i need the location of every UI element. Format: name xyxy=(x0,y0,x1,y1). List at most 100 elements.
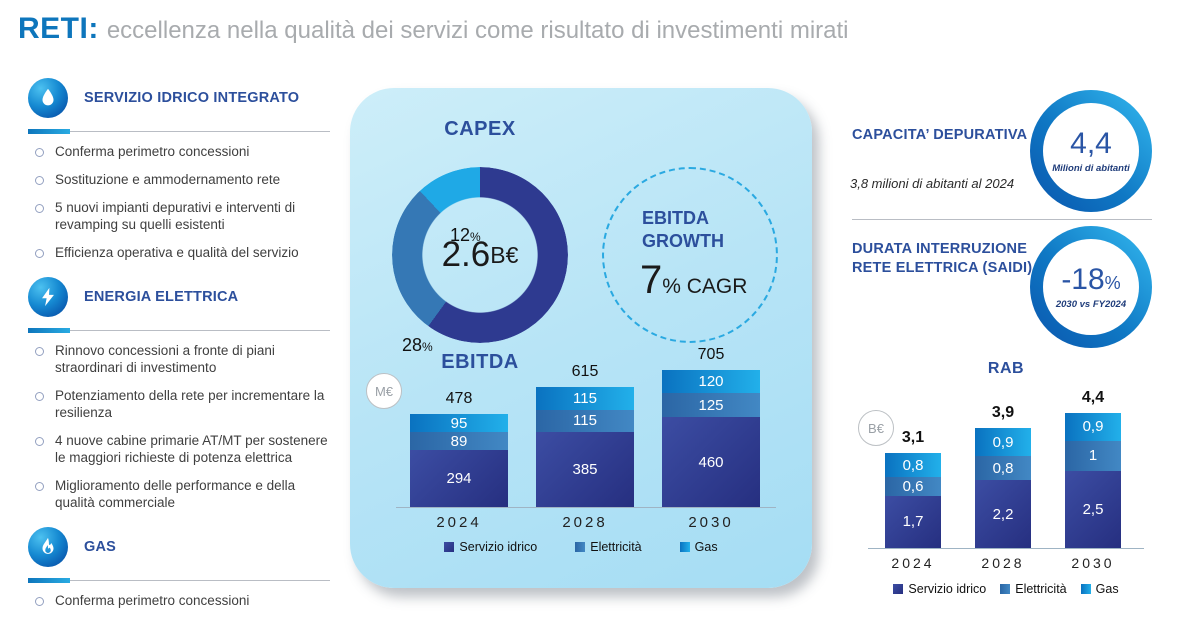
bar-segment-gas: 115 xyxy=(536,387,634,410)
section-title: ENERGIA ELETTRICA xyxy=(84,288,239,305)
bar-total-2028: 615 xyxy=(571,363,599,381)
section-bullet-list: Conferma perimetro concessioniSostituzio… xyxy=(28,593,330,620)
divider-accent xyxy=(28,129,70,134)
legend-label: Gas xyxy=(694,540,718,554)
bar-segment-gas: 0,8 xyxy=(885,452,941,478)
ebitda-axis-line xyxy=(396,507,776,508)
rab-legend: Servizio idrico Elettricità Gas xyxy=(850,582,1162,596)
bar-total-2024: 478 xyxy=(445,389,473,407)
divider-accent xyxy=(28,328,70,334)
ebitda-legend: Servizio idrico Elettricità Gas xyxy=(350,540,812,554)
bar-segment-elettricità: 89 xyxy=(410,432,508,450)
bullet-item: Conferma perimetro concessioni xyxy=(28,144,330,161)
sidebar-section-1: SERVIZIO IDRICO INTEGRATO Conferma perime… xyxy=(28,76,330,261)
segment-value: 125 xyxy=(698,396,724,414)
growth-value: 7% CAGR xyxy=(640,258,748,302)
bar-segment-gas: 0,9 xyxy=(975,428,1031,456)
bar-segment-elettricità: 1 xyxy=(1065,440,1121,472)
segment-value: 0,8 xyxy=(902,456,924,474)
legend-item-elettricità: Elettricità xyxy=(1000,582,1067,596)
legend-label: Servizio idrico xyxy=(908,582,987,596)
legend-item-gas: Gas xyxy=(1080,582,1119,596)
ebitda-chart-title: EBITDA xyxy=(441,351,519,373)
bar-stack-2028: 115 115 385 xyxy=(536,387,634,507)
segment-value: 115 xyxy=(573,412,597,430)
segment-value: 460 xyxy=(698,453,724,471)
bar-segment-servizio-idrico: 385 xyxy=(536,431,634,507)
section-title: GAS xyxy=(84,538,117,555)
kpi-saidi-value: -18% xyxy=(1061,262,1121,296)
divider-line xyxy=(70,580,330,582)
capex-donut-chart: 2.6 B€ 60%28%12% xyxy=(392,167,619,409)
bullet-item: Rinnovo concessioni a fronte di piani st… xyxy=(28,343,330,377)
bar-2024: 3,1 0,8 0,6 1,7 xyxy=(885,429,941,548)
bar-segment-gas: 0,9 xyxy=(1065,412,1121,441)
x-label-2024: 2024 xyxy=(891,555,935,571)
kpi-capacita-ring: 4,4 Milioni di abitanti xyxy=(1030,90,1152,212)
bar-stack-2030: 120 125 460 xyxy=(662,369,760,507)
legend-item-servizio-idrico: Servizio idrico xyxy=(893,582,986,596)
section-divider xyxy=(28,328,330,334)
segment-value: 1 xyxy=(1088,447,1098,465)
segment-value: 95 xyxy=(450,414,468,432)
legend-label: Servizio idrico xyxy=(459,540,538,554)
lightning-icon xyxy=(28,277,68,318)
section-divider xyxy=(28,578,330,584)
rab-chart-title: RAB xyxy=(987,360,1025,377)
bullet-item: 5 nuovi impianti depurativi e interventi… xyxy=(28,200,330,234)
legend-swatch xyxy=(1080,584,1091,594)
segment-value: 115 xyxy=(573,389,597,407)
bar-2028: 3,9 0,9 0,8 2,2 xyxy=(975,404,1031,548)
center-panel: CAPEX 2.6 B€ 60%28%12% EBITDA GROWTH 7% … xyxy=(350,88,812,588)
bar-stack-2030: 0,9 1 2,5 xyxy=(1065,412,1121,548)
legend-swatch xyxy=(575,542,586,552)
legend-item-gas: Gas xyxy=(679,540,718,554)
ebitda-bar-chart: 478 95 89 294 615 115 115 385 705 120 125 460 xyxy=(410,337,760,507)
capex-slice-label-elettricità: 28% xyxy=(402,335,433,355)
legend-label: Gas xyxy=(1095,582,1119,596)
kpi-saidi-ring: -18% 2030 vs FY2024 xyxy=(1030,226,1152,348)
bar-total-2030: 4,4 xyxy=(1081,388,1105,406)
rab-bar-chart: 3,1 0,8 0,6 1,7 3,9 0,9 0,8 2,2 4,4 0,9 1 2,5 xyxy=(885,378,1121,548)
growth-line1: EBITDA xyxy=(642,208,709,228)
bar-segment-servizio-idrico: 1,7 xyxy=(885,495,941,548)
kpi-capacita-unit-label: Milioni di abitanti xyxy=(1052,162,1130,174)
bar-stack-2024: 0,8 0,6 1,7 xyxy=(885,452,941,548)
legend-item-elettricità: Elettricità xyxy=(575,540,642,554)
sidebar-section-3: GAS Conferma perimetro concessioniSostitu… xyxy=(28,525,330,620)
bar-2030: 4,4 0,9 1 2,5 xyxy=(1065,389,1121,548)
capex-total-value: 2.6 B€ xyxy=(392,167,568,343)
legend-label: Elettricità xyxy=(590,540,642,554)
segment-value: 89 xyxy=(450,432,468,450)
kpi-saidi-title: DURATA INTERRUZIONE RETE ELETTRICA (SAID… xyxy=(852,241,1033,276)
segment-value: 0,9 xyxy=(992,433,1014,451)
x-label-2028: 2028 xyxy=(981,555,1025,571)
segment-value: 2,5 xyxy=(1082,501,1104,519)
segment-value: 2,2 xyxy=(992,505,1014,523)
bar-total-2028: 3,9 xyxy=(991,404,1015,422)
capex-unit: B€ xyxy=(490,241,519,268)
ebitda-x-labels: 2024 2028 2030 xyxy=(410,514,760,531)
rab-x-labels: 2024 2028 2030 xyxy=(885,555,1121,571)
sidebar-section-2: ENERGIA ELETTRICA Rinnovo concessioni a f… xyxy=(28,275,330,511)
growth-line2: GROWTH xyxy=(642,230,724,251)
x-label-2024: 2024 xyxy=(436,514,482,531)
bar-segment-servizio-idrico: 2,2 xyxy=(975,480,1031,548)
section-title: SERVIZIO IDRICO INTEGRATO xyxy=(84,89,300,106)
bar-segment-elettricità: 0,8 xyxy=(975,455,1031,481)
kpi-capacita-ring-inner: 4,4 Milioni di abitanti xyxy=(1043,103,1139,199)
legend-swatch xyxy=(444,542,455,552)
bullet-item: Potenziamento della rete per incrementar… xyxy=(28,388,330,422)
x-label-2030: 2030 xyxy=(1071,555,1115,571)
kpi-capacita-value: 4,4 xyxy=(1070,126,1112,160)
x-label-2028: 2028 xyxy=(562,514,608,531)
segment-value: 120 xyxy=(698,372,724,390)
section-bullet-list: Rinnovo concessioni a fronte di piani st… xyxy=(28,343,330,511)
kpi-divider xyxy=(852,219,1152,220)
bullet-item: Efficienza operativa e qualità del servi… xyxy=(28,245,330,262)
bar-2030: 705 120 125 460 xyxy=(662,346,760,507)
bar-segment-servizio-idrico: 294 xyxy=(410,449,508,507)
bar-stack-2024: 95 89 294 xyxy=(410,413,508,507)
rab-unit-badge: B€ xyxy=(858,410,894,446)
